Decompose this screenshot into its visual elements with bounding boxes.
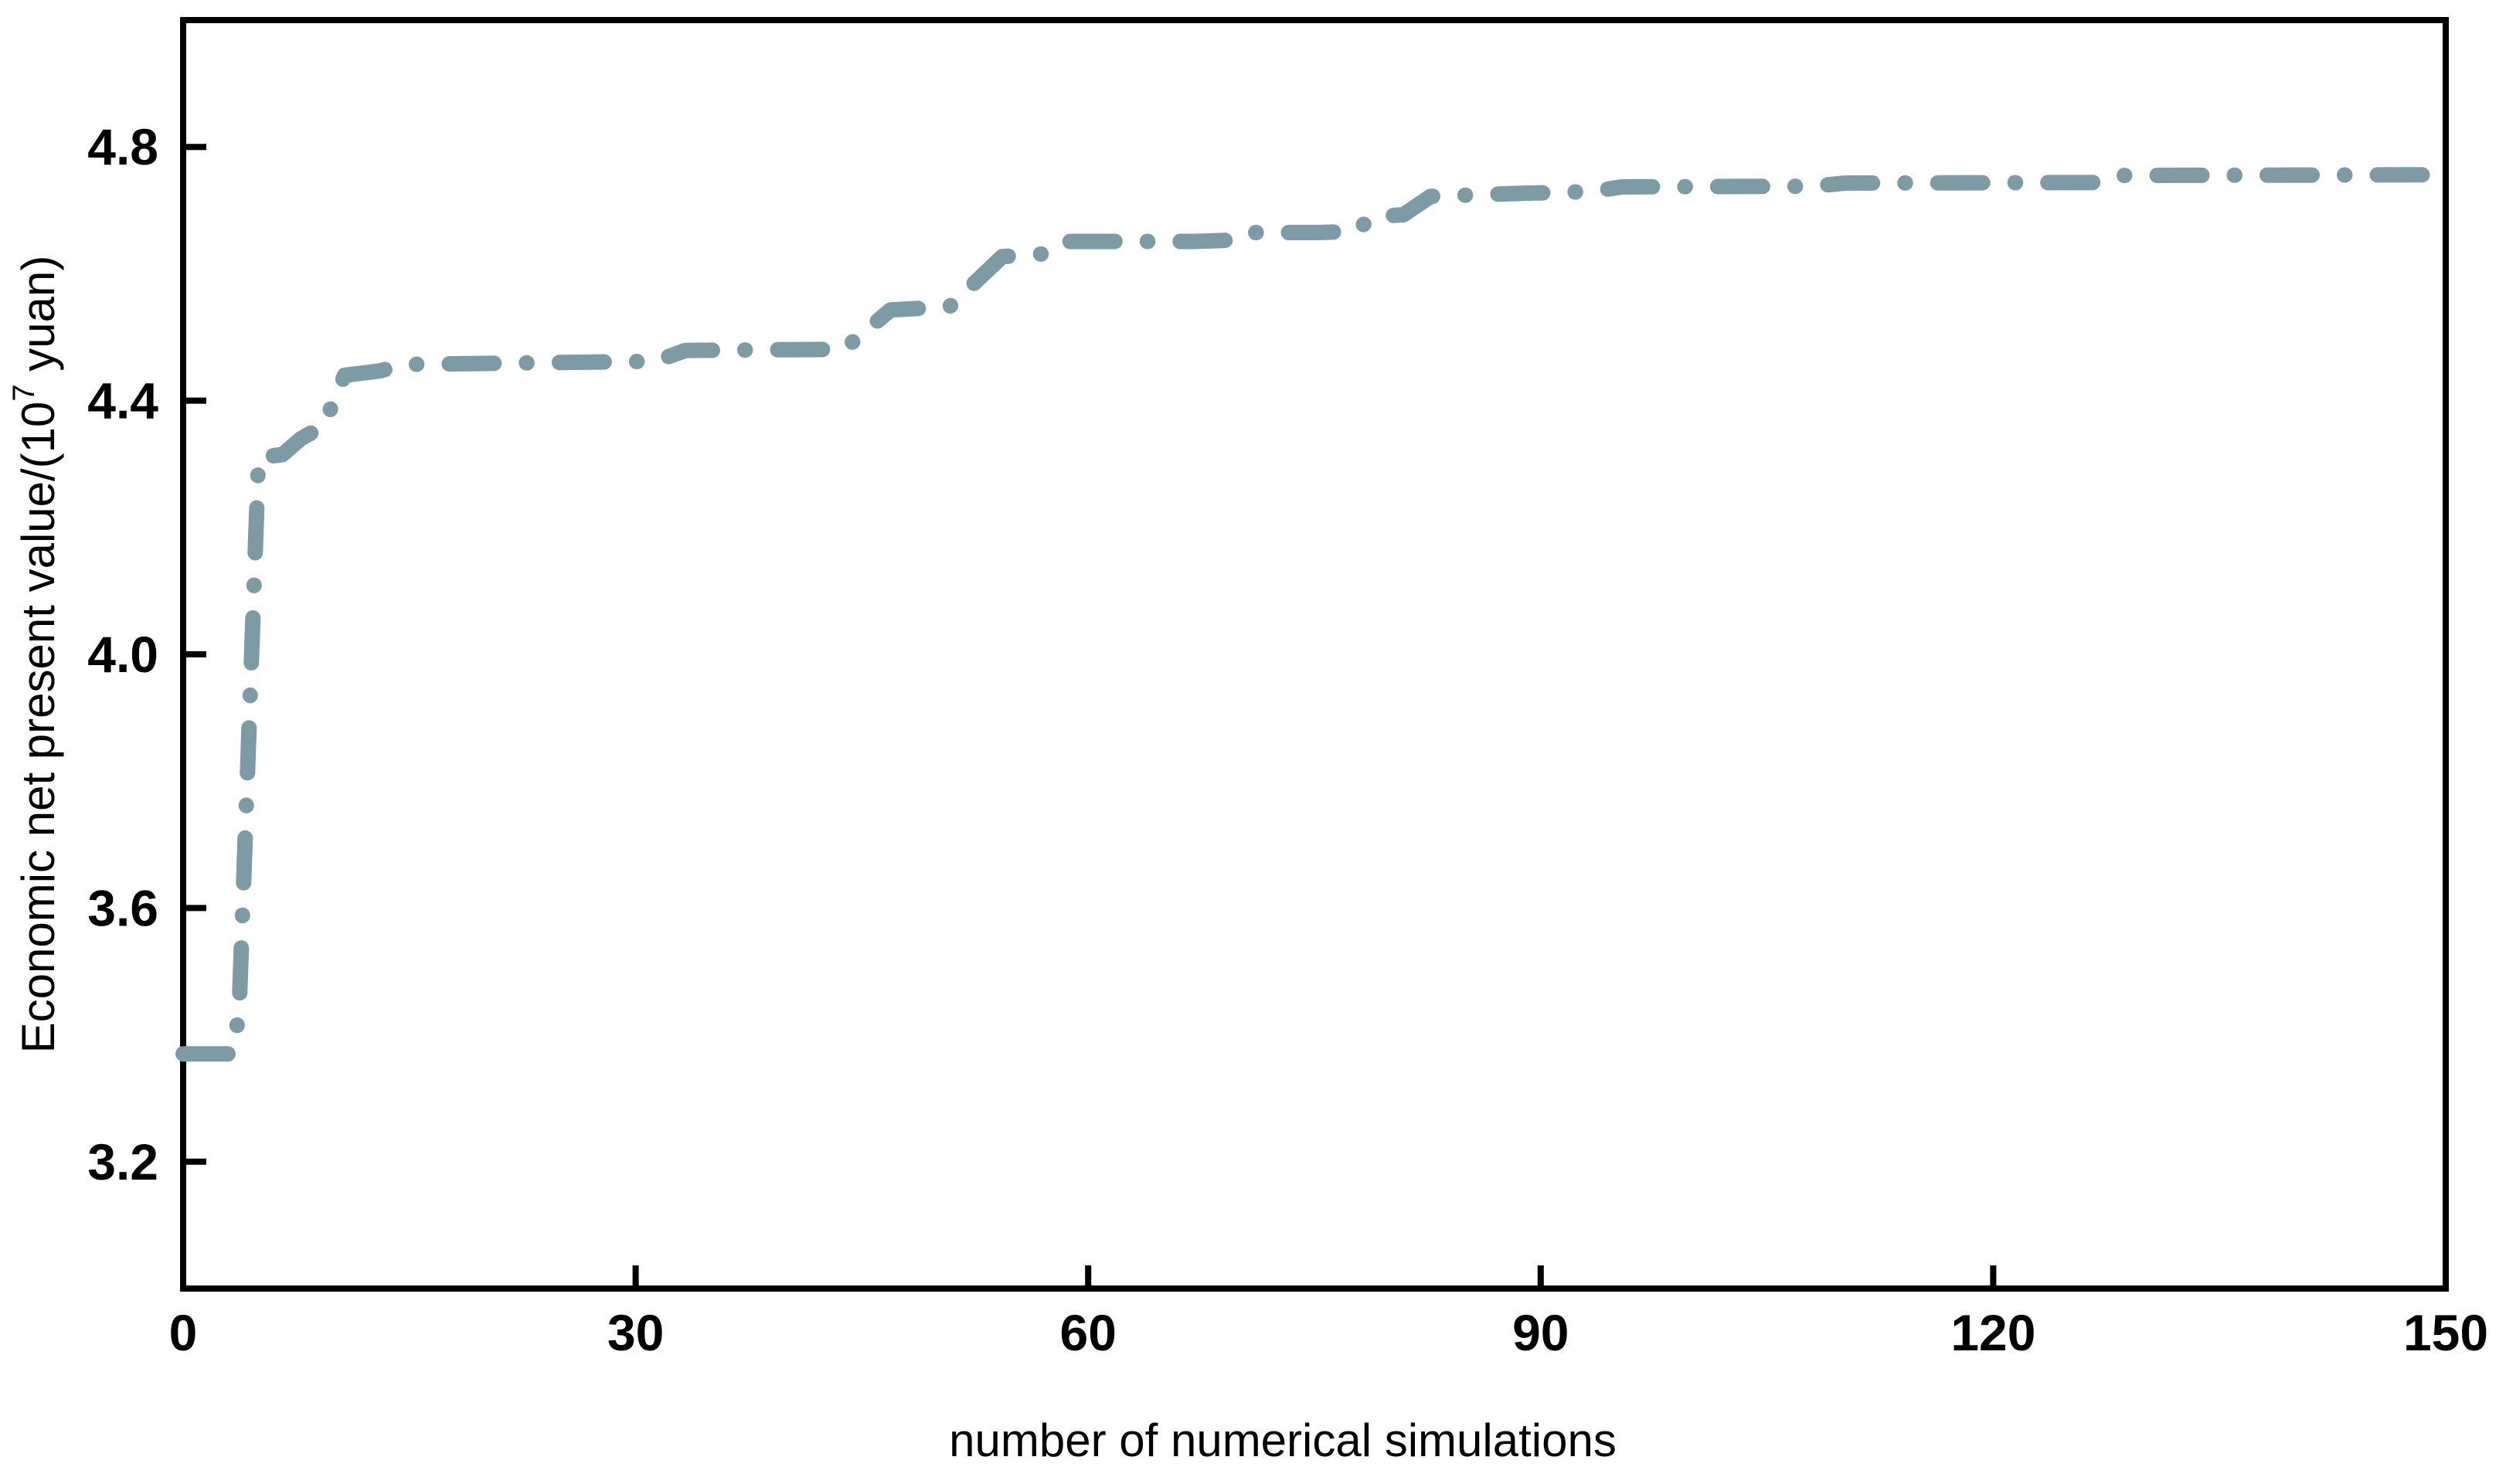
- y-tick-label: 3.6: [87, 879, 158, 936]
- x-tick-label: 150: [2403, 1304, 2488, 1361]
- y-tick-label: 4.0: [87, 626, 158, 683]
- y-axis-title-superscript: 7: [7, 384, 41, 401]
- y-axis-title: Economic net present value/(107 yuan): [7, 256, 64, 1054]
- x-tick-label: 0: [169, 1304, 198, 1361]
- y-axis-tick-labels: 3.2 3.6 4.0 4.4 4.8: [87, 118, 158, 1190]
- x-tick-label: 30: [607, 1304, 664, 1361]
- y-tick-label: 4.4: [87, 372, 158, 430]
- x-axis-ticks: [180, 1265, 2449, 1289]
- x-axis-tick-labels: 0 30 60 90 120 150: [169, 1304, 2488, 1361]
- y-tick-label: 3.2: [87, 1133, 158, 1190]
- series-line-enpv: [175, 167, 2434, 1062]
- x-tick-label: 120: [1950, 1304, 2035, 1361]
- x-tick-label: 90: [1512, 1304, 1569, 1361]
- y-axis-title-pre: Economic net present value/(10: [12, 402, 64, 1054]
- x-axis-title: number of numerical simulations: [949, 1414, 1617, 1466]
- x-tick-label: 60: [1059, 1304, 1116, 1361]
- y-axis-ticks: [183, 144, 206, 1165]
- plot-border: [180, 17, 2449, 1292]
- y-axis-title-post: yuan): [12, 256, 64, 385]
- y-tick-label: 4.8: [87, 118, 158, 175]
